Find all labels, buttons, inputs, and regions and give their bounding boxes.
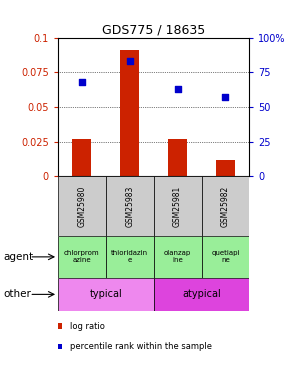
Bar: [58, 236, 106, 278]
Bar: [154, 176, 202, 236]
Point: [175, 86, 180, 92]
Text: atypical: atypical: [182, 290, 221, 299]
Text: GSM25983: GSM25983: [125, 186, 134, 227]
Text: olanzap
ine: olanzap ine: [164, 251, 191, 263]
Bar: [202, 176, 249, 236]
Text: GSM25980: GSM25980: [77, 186, 86, 227]
Text: other: other: [3, 290, 31, 299]
Title: GDS775 / 18635: GDS775 / 18635: [102, 23, 205, 36]
Text: log ratio: log ratio: [70, 322, 104, 331]
Bar: [168, 139, 187, 176]
Bar: [58, 278, 154, 311]
Bar: [154, 236, 202, 278]
Bar: [106, 176, 154, 236]
Text: typical: typical: [90, 290, 122, 299]
Bar: [216, 160, 235, 176]
Point: [127, 58, 132, 64]
Bar: [202, 236, 249, 278]
Text: thioridazin
e: thioridazin e: [111, 251, 148, 263]
Text: GSM25981: GSM25981: [173, 186, 182, 227]
Bar: [106, 236, 154, 278]
Point: [79, 79, 84, 85]
Point: [223, 94, 228, 100]
Text: GSM25982: GSM25982: [221, 186, 230, 227]
Bar: [72, 139, 92, 176]
Text: quetiapi
ne: quetiapi ne: [211, 251, 240, 263]
Text: chlorprom
azine: chlorprom azine: [64, 251, 100, 263]
Text: agent: agent: [3, 252, 33, 262]
Bar: [120, 50, 139, 176]
Text: percentile rank within the sample: percentile rank within the sample: [70, 342, 212, 351]
Bar: [58, 176, 106, 236]
Bar: [154, 278, 249, 311]
